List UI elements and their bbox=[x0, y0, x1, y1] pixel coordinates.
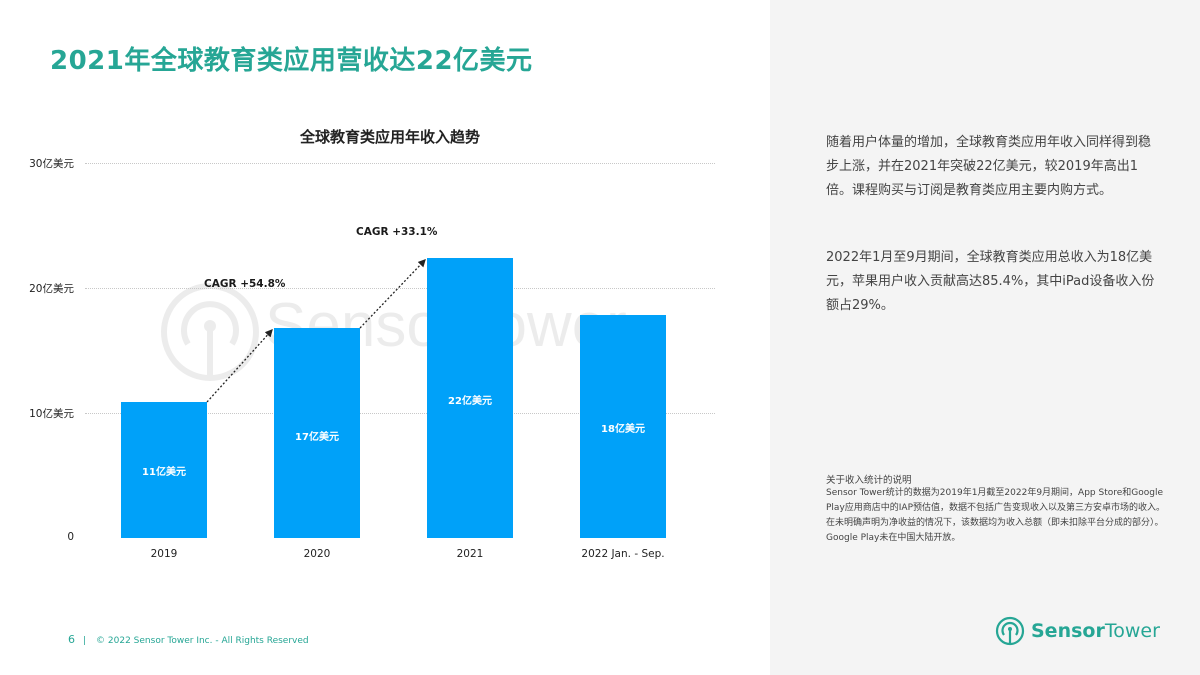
bar-value-label: 11亿美元 bbox=[142, 467, 186, 478]
bar-2020: 17亿美元 bbox=[274, 328, 360, 538]
x-tick-2020: 2020 bbox=[303, 548, 331, 560]
y-tick-0: 0 bbox=[67, 531, 74, 543]
sensortower-watermark-icon bbox=[161, 283, 259, 381]
footer-separator: | bbox=[83, 636, 87, 646]
bar-chart: SensorTower 全球教育类应用年收入趋势 30亿美元 20亿美元 10亿… bbox=[29, 128, 715, 560]
x-tick-2022: 2022 Jan. - Sep. bbox=[581, 548, 665, 560]
commentary-panel bbox=[770, 0, 1200, 675]
gridline-20 bbox=[85, 288, 715, 289]
notes-body: Sensor Tower统计的数据为2019年1月截至2022年9月期间，App… bbox=[826, 488, 1166, 543]
gridline-30 bbox=[85, 163, 715, 164]
cagr-arrow-2020-2021 bbox=[359, 259, 426, 329]
page-number: 6 bbox=[68, 633, 75, 646]
footer: 6 | © 2022 Sensor Tower Inc. - All Rights … bbox=[68, 633, 309, 646]
sensortower-logo-icon bbox=[995, 616, 1025, 646]
cagr-arrow-2019-2020 bbox=[206, 329, 273, 403]
y-tick-30: 30亿美元 bbox=[29, 158, 74, 170]
x-tick-2021: 2021 bbox=[456, 548, 484, 560]
cagr-arrows bbox=[206, 259, 426, 403]
commentary-paragraph-2: 2022年1月至9月期间，全球教育类应用总收入为18亿美元，苹果用户收入贡献高达… bbox=[826, 250, 1155, 313]
notes-title: 关于收入统计的说明 bbox=[826, 475, 912, 486]
bar-value-label: 17亿美元 bbox=[295, 432, 339, 443]
bar-value-label: 18亿美元 bbox=[601, 424, 645, 435]
x-tick-2019: 2019 bbox=[150, 548, 178, 560]
logo-text-bold: Sensor bbox=[1031, 620, 1105, 642]
cagr-label-2019-2020: CAGR +54.8% bbox=[204, 278, 286, 290]
chart-title: 全球教育类应用年收入趋势 bbox=[299, 128, 480, 146]
page-title: 2021年全球教育类应用营收达22亿美元 bbox=[50, 46, 533, 76]
bar-2019: 11亿美元 bbox=[121, 402, 207, 538]
y-tick-20: 20亿美元 bbox=[29, 283, 74, 295]
gridline-10 bbox=[85, 413, 715, 414]
logo-text-light: Tower bbox=[1104, 620, 1160, 642]
copyright: © 2022 Sensor Tower Inc. - All Rights Re… bbox=[96, 636, 309, 646]
bar-2022-jan-sep: 18亿美元 bbox=[580, 315, 666, 538]
commentary-paragraph-1: 随着用户体量的增加，全球教育类应用年收入同样得到稳步上涨，并在2021年突破22… bbox=[826, 135, 1152, 198]
cagr-label-2020-2021: CAGR +33.1% bbox=[356, 226, 438, 238]
bar-value-label: 22亿美元 bbox=[448, 396, 492, 407]
y-tick-10: 10亿美元 bbox=[29, 408, 74, 420]
sensortower-logo: SensorTower bbox=[995, 614, 1160, 648]
bar-2021: 22亿美元 bbox=[427, 258, 513, 538]
